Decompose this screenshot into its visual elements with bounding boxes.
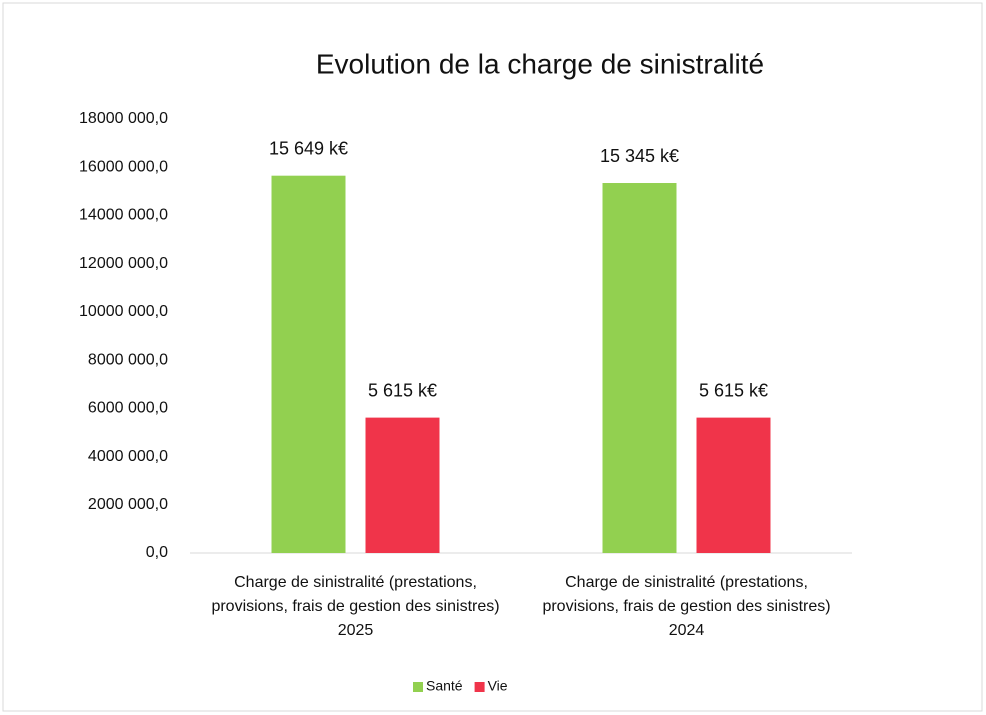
chart-title: Evolution de la charge de sinistralité — [316, 48, 764, 79]
y-tick-label: 8000 000,0 — [88, 351, 168, 368]
bar — [602, 183, 677, 553]
data-label: 5 615 k€ — [368, 380, 437, 400]
data-label: 15 345 k€ — [600, 146, 679, 166]
y-tick-label: 6000 000,0 — [88, 400, 168, 417]
legend-label: Vie — [488, 678, 508, 694]
y-tick-label: 12000 000,0 — [79, 255, 168, 272]
bar — [696, 417, 771, 553]
y-tick-label: 0,0 — [146, 544, 168, 561]
bar — [365, 417, 440, 553]
x-tick-label: Charge de sinistralité (prestations, pro… — [211, 574, 500, 639]
y-tick-label: 18000 000,0 — [79, 110, 168, 127]
x-tick-label: Charge de sinistralité (prestations, pro… — [542, 574, 831, 639]
data-label: 5 615 k€ — [699, 380, 768, 400]
data-label: 15 649 k€ — [269, 138, 348, 158]
legend-swatch — [474, 682, 485, 692]
y-tick-label: 16000 000,0 — [79, 158, 168, 175]
legend-label: Santé — [426, 678, 463, 694]
y-tick-label: 10000 000,0 — [79, 303, 168, 320]
bar — [271, 175, 346, 553]
y-tick-label: 4000 000,0 — [88, 448, 168, 465]
legend-swatch — [413, 682, 423, 692]
y-tick-label: 2000 000,0 — [88, 496, 168, 513]
y-tick-label: 14000 000,0 — [79, 207, 168, 224]
